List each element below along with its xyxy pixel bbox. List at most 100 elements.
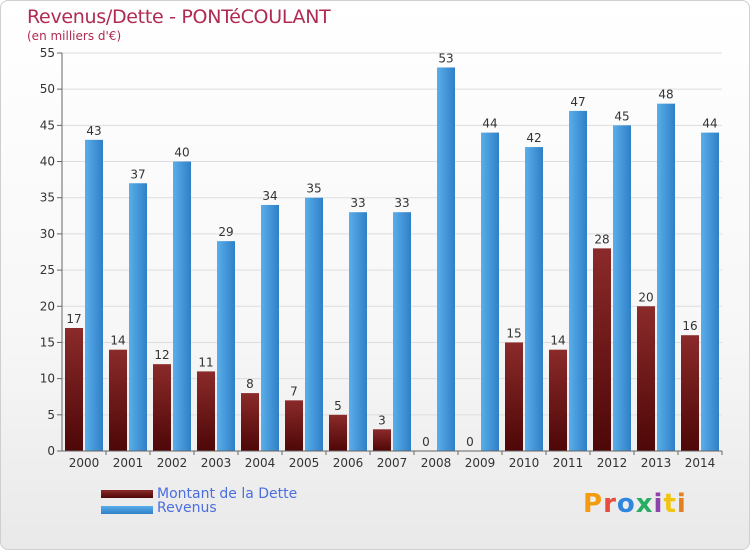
data-label-debt: 12 bbox=[154, 348, 169, 362]
x-tick-label: 2003 bbox=[201, 456, 232, 470]
bar-revenue bbox=[349, 212, 367, 451]
x-tick-label: 2010 bbox=[509, 456, 540, 470]
data-label-debt: 0 bbox=[422, 435, 430, 449]
data-label-revenue: 44 bbox=[702, 117, 717, 131]
bar-revenue bbox=[85, 139, 103, 451]
x-tick-label: 2001 bbox=[113, 456, 144, 470]
bar-revenue bbox=[393, 212, 411, 451]
data-label-revenue: 44 bbox=[482, 117, 497, 131]
bar-revenue bbox=[657, 103, 675, 452]
y-tick-label: 25 bbox=[40, 263, 55, 277]
data-label-debt: 0 bbox=[466, 435, 474, 449]
data-label-debt: 28 bbox=[594, 232, 609, 246]
x-tick-label: 2012 bbox=[597, 456, 628, 470]
bar-revenue bbox=[569, 110, 587, 452]
legend-label-revenue: Revenus bbox=[157, 500, 217, 516]
bar-debt bbox=[65, 327, 83, 451]
legend-label-debt: Montant de la Dette bbox=[157, 486, 298, 502]
y-tick-label: 5 bbox=[47, 408, 55, 422]
bar-revenue bbox=[701, 132, 719, 451]
data-label-debt: 8 bbox=[246, 377, 254, 391]
bar-revenue bbox=[173, 161, 191, 451]
logo-letter: i bbox=[653, 489, 664, 519]
bar-revenue bbox=[305, 197, 323, 451]
bar-revenue bbox=[129, 183, 147, 451]
x-tick-label: 2005 bbox=[289, 456, 320, 470]
bar-debt bbox=[681, 335, 699, 451]
data-label-debt: 17 bbox=[66, 312, 81, 326]
bar-debt bbox=[197, 371, 215, 451]
logo-letter: x bbox=[635, 489, 654, 519]
bar-revenue bbox=[217, 241, 235, 451]
bar-debt bbox=[373, 429, 391, 451]
bar-debt bbox=[109, 349, 127, 451]
y-tick-label: 50 bbox=[40, 82, 55, 96]
x-tick-label: 2009 bbox=[465, 456, 496, 470]
bar-revenue bbox=[261, 204, 279, 451]
logo-letter: i bbox=[676, 489, 687, 519]
data-label-revenue: 29 bbox=[218, 225, 233, 239]
bar-revenue bbox=[613, 125, 631, 451]
data-label-debt: 16 bbox=[682, 319, 697, 333]
data-label-debt: 11 bbox=[198, 355, 213, 369]
data-label-revenue: 45 bbox=[614, 109, 629, 123]
y-tick-label: 35 bbox=[40, 191, 55, 205]
bar-debt bbox=[505, 342, 523, 451]
y-tick-label: 20 bbox=[40, 299, 55, 313]
data-label-debt: 7 bbox=[290, 384, 298, 398]
x-axis-ticks: 2000 2001 2002 2003 2004 2005 2006 2007 2008 2009… bbox=[69, 451, 723, 470]
data-label-debt: 5 bbox=[334, 399, 342, 413]
data-label-debt: 15 bbox=[506, 326, 521, 340]
data-label-revenue: 53 bbox=[438, 51, 453, 65]
data-label-revenue: 47 bbox=[570, 95, 585, 109]
data-label-revenue: 34 bbox=[262, 189, 277, 203]
data-label-revenue: 42 bbox=[526, 131, 541, 145]
y-tick-label: 10 bbox=[40, 372, 55, 386]
data-label-debt: 14 bbox=[110, 334, 125, 348]
bar-debt bbox=[637, 306, 655, 451]
bar-debt bbox=[241, 393, 259, 451]
chart-title: Revenus/Dette - PONTéCOULANT bbox=[27, 6, 331, 28]
data-label-debt: 20 bbox=[638, 290, 653, 304]
logo-letter: t bbox=[663, 489, 677, 519]
x-tick-label: 2000 bbox=[69, 456, 100, 470]
chart-subtitle: (en milliers d'€) bbox=[27, 29, 122, 43]
y-tick-label: 40 bbox=[40, 155, 55, 169]
x-tick-label: 2007 bbox=[377, 456, 408, 470]
bar-debt bbox=[593, 248, 611, 451]
data-label-revenue: 33 bbox=[350, 196, 365, 210]
x-tick-label: 2014 bbox=[685, 456, 716, 470]
logo-letter: P bbox=[583, 489, 604, 519]
bar-debt bbox=[285, 400, 303, 451]
bar-debt bbox=[329, 414, 347, 451]
data-label-debt: 3 bbox=[378, 413, 386, 427]
logo-letter: o bbox=[616, 489, 636, 519]
y-tick-label: 15 bbox=[40, 335, 55, 349]
x-tick-label: 2004 bbox=[245, 456, 276, 470]
y-tick-label: 45 bbox=[40, 118, 55, 132]
bar-revenue bbox=[525, 147, 543, 451]
gridlines bbox=[62, 52, 722, 452]
data-label-revenue: 48 bbox=[658, 88, 673, 102]
bar-debt bbox=[549, 349, 567, 451]
data-label-revenue: 37 bbox=[130, 167, 145, 181]
legend-swatch-revenue bbox=[101, 506, 153, 514]
y-axis-ticks: 0 5 10 15 20 25 30 35 40 45 50 55 bbox=[40, 46, 62, 458]
x-tick-label: 2011 bbox=[553, 456, 584, 470]
logo-letter: r bbox=[603, 489, 617, 519]
data-label-revenue: 43 bbox=[86, 124, 101, 138]
bar-debt bbox=[153, 364, 171, 451]
x-tick-label: 2002 bbox=[157, 456, 188, 470]
y-tick-label: 30 bbox=[40, 227, 55, 241]
legend-swatch-debt bbox=[101, 490, 153, 498]
x-tick-label: 2006 bbox=[333, 456, 364, 470]
data-label-debt: 14 bbox=[550, 334, 565, 348]
x-tick-label: 2013 bbox=[641, 456, 672, 470]
x-tick-label: 2008 bbox=[421, 456, 452, 470]
bar-revenue bbox=[437, 67, 455, 452]
bar-revenue bbox=[481, 132, 499, 451]
data-label-revenue: 33 bbox=[394, 196, 409, 210]
y-tick-label: 0 bbox=[47, 444, 55, 458]
